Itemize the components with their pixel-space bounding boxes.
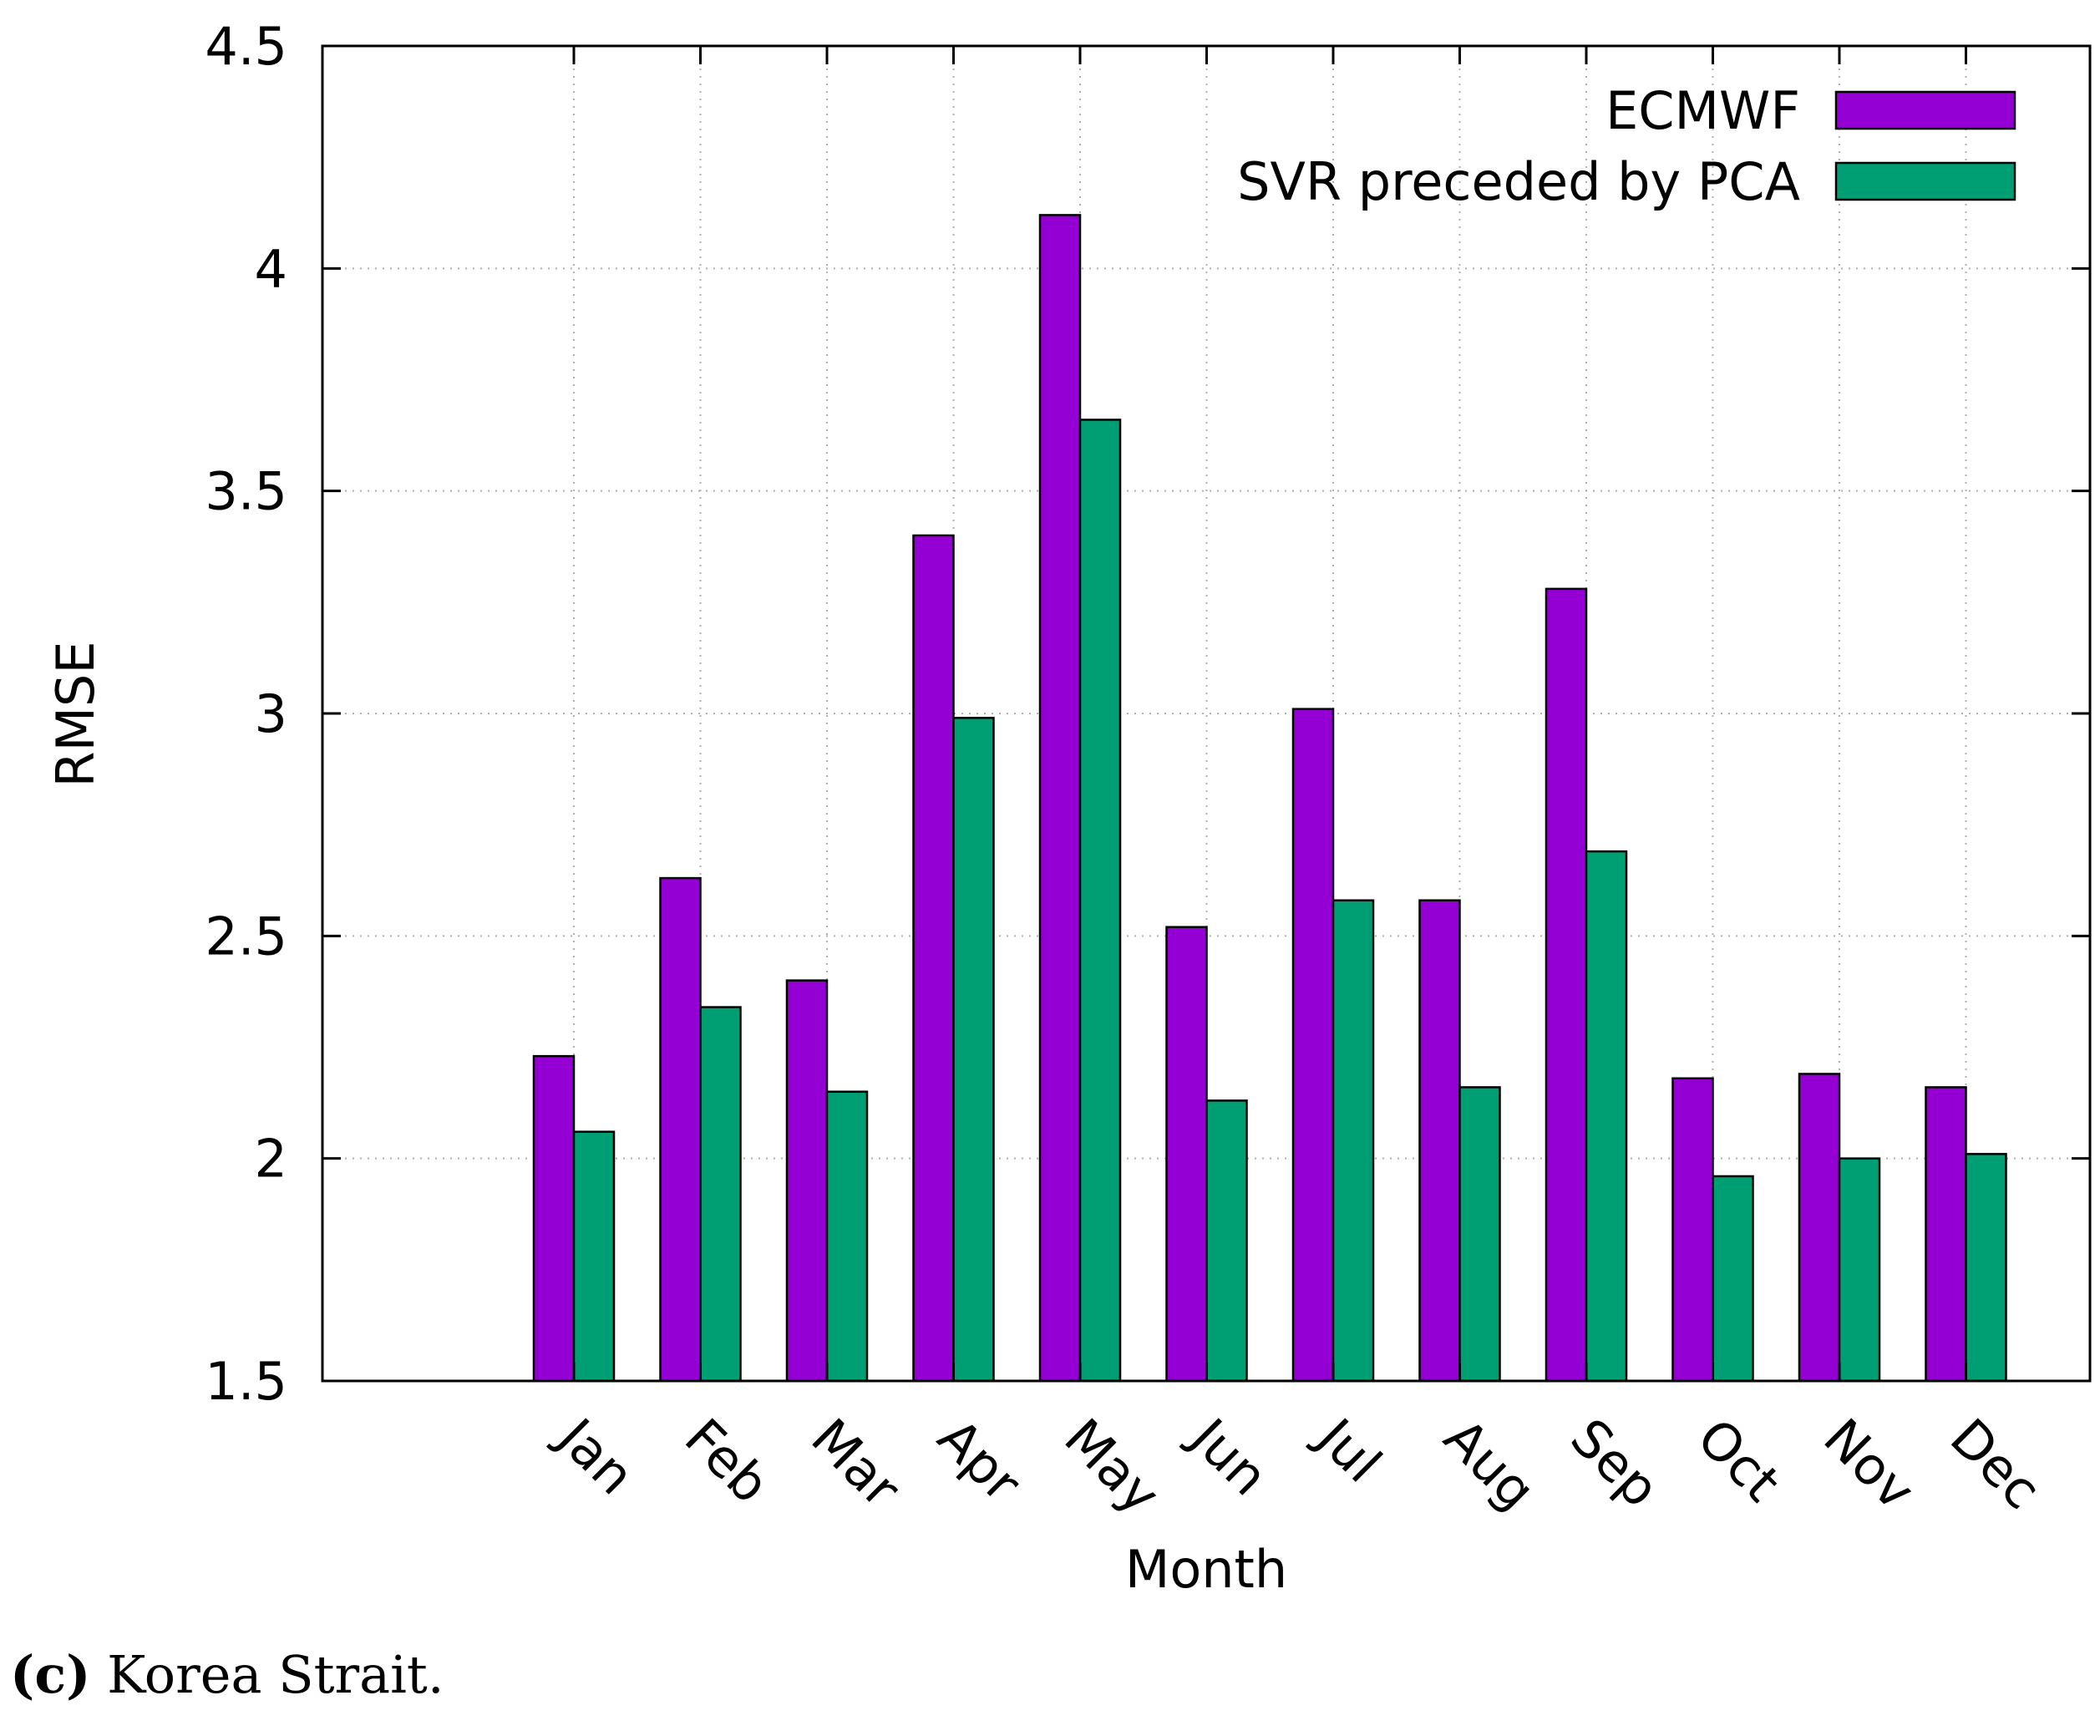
bar-svr-pca-sep bbox=[1585, 850, 1628, 1383]
x-tick-label: Mar bbox=[799, 1407, 912, 1520]
bar-svr-pca-mar bbox=[825, 1090, 869, 1383]
y-tick-label: 3 bbox=[255, 683, 287, 744]
bar-ecmwf-sep bbox=[1545, 587, 1588, 1383]
bar-svr-pca-nov bbox=[1838, 1157, 1881, 1383]
x-tick-label: Jul bbox=[1304, 1404, 1393, 1494]
x-axis-label: Month bbox=[1125, 1539, 1287, 1600]
bar-svr-pca-dec bbox=[1965, 1153, 2007, 1383]
bar-ecmwf-aug bbox=[1418, 899, 1461, 1383]
x-tick-label: Sep bbox=[1559, 1407, 1671, 1519]
x-tick-label: Apr bbox=[926, 1407, 1033, 1514]
bar-svr-pca-jan bbox=[572, 1130, 616, 1383]
bar-ecmwf-oct bbox=[1671, 1077, 1714, 1383]
y-tick-label: 3.5 bbox=[205, 461, 287, 522]
legend-swatch bbox=[1834, 161, 2016, 201]
bar-ecmwf-jan bbox=[532, 1054, 576, 1383]
bars bbox=[532, 214, 2007, 1383]
bar-ecmwf-jul bbox=[1291, 708, 1335, 1383]
bar-svr-pca-may bbox=[1078, 419, 1122, 1383]
figure-caption: (c) Korea Strait. bbox=[10, 1644, 444, 1705]
x-tick-label: Nov bbox=[1812, 1407, 1926, 1521]
y-tick-label: 2.5 bbox=[205, 906, 287, 967]
x-tick-label: Jan bbox=[545, 1404, 647, 1506]
bar-svr-pca-jul bbox=[1332, 899, 1375, 1383]
bar-svr-pca-aug bbox=[1458, 1086, 1501, 1383]
x-tick-label: Dec bbox=[1939, 1407, 2052, 1520]
x-tick-label: Feb bbox=[673, 1407, 781, 1515]
legend-swatch bbox=[1834, 90, 2016, 130]
legend-label: SVR preceded by PCA bbox=[1237, 151, 1800, 212]
y-axis-ticks: 1.5 2 2.5 3 3.5 4 4.5 bbox=[205, 16, 2090, 1412]
grid-lines bbox=[322, 46, 2090, 1381]
bar-ecmwf-may bbox=[1038, 214, 1082, 1383]
bar-ecmwf-apr bbox=[912, 534, 955, 1383]
x-tick-label: Oct bbox=[1686, 1407, 1792, 1513]
x-tick-label: Jun bbox=[1177, 1404, 1280, 1507]
y-tick-label: 2 bbox=[255, 1129, 287, 1190]
caption-text: Korea Strait. bbox=[90, 1644, 444, 1705]
bar-svr-pca-feb bbox=[699, 1006, 742, 1383]
bar-svr-pca-oct bbox=[1712, 1175, 1754, 1383]
bar-ecmwf-nov bbox=[1798, 1073, 1841, 1383]
bar-ecmwf-jun bbox=[1165, 926, 1208, 1383]
y-tick-label: 1.5 bbox=[205, 1351, 287, 1412]
bar-svr-pca-apr bbox=[952, 717, 995, 1383]
y-axis-label: RMSE bbox=[45, 641, 106, 787]
bar-ecmwf-mar bbox=[785, 979, 829, 1383]
legend-label: ECMWF bbox=[1605, 80, 1800, 141]
y-tick-label: 4.5 bbox=[205, 16, 287, 77]
bar-svr-pca-jun bbox=[1205, 1099, 1248, 1383]
bar-ecmwf-feb bbox=[659, 876, 702, 1383]
bar-ecmwf-dec bbox=[1925, 1086, 1967, 1383]
x-tick-label: Aug bbox=[1433, 1407, 1547, 1521]
chart: 1.5 2 2.5 3 3.5 4 4.5 Jan Feb Mar Apr May Jun Jul Aug… bbox=[45, 16, 2092, 1600]
y-tick-label: 4 bbox=[255, 238, 287, 299]
x-tick-label: May bbox=[1053, 1407, 1171, 1525]
legend: ECMWF SVR preceded by PCA bbox=[1237, 80, 2016, 212]
caption-label: (c) bbox=[10, 1644, 91, 1705]
